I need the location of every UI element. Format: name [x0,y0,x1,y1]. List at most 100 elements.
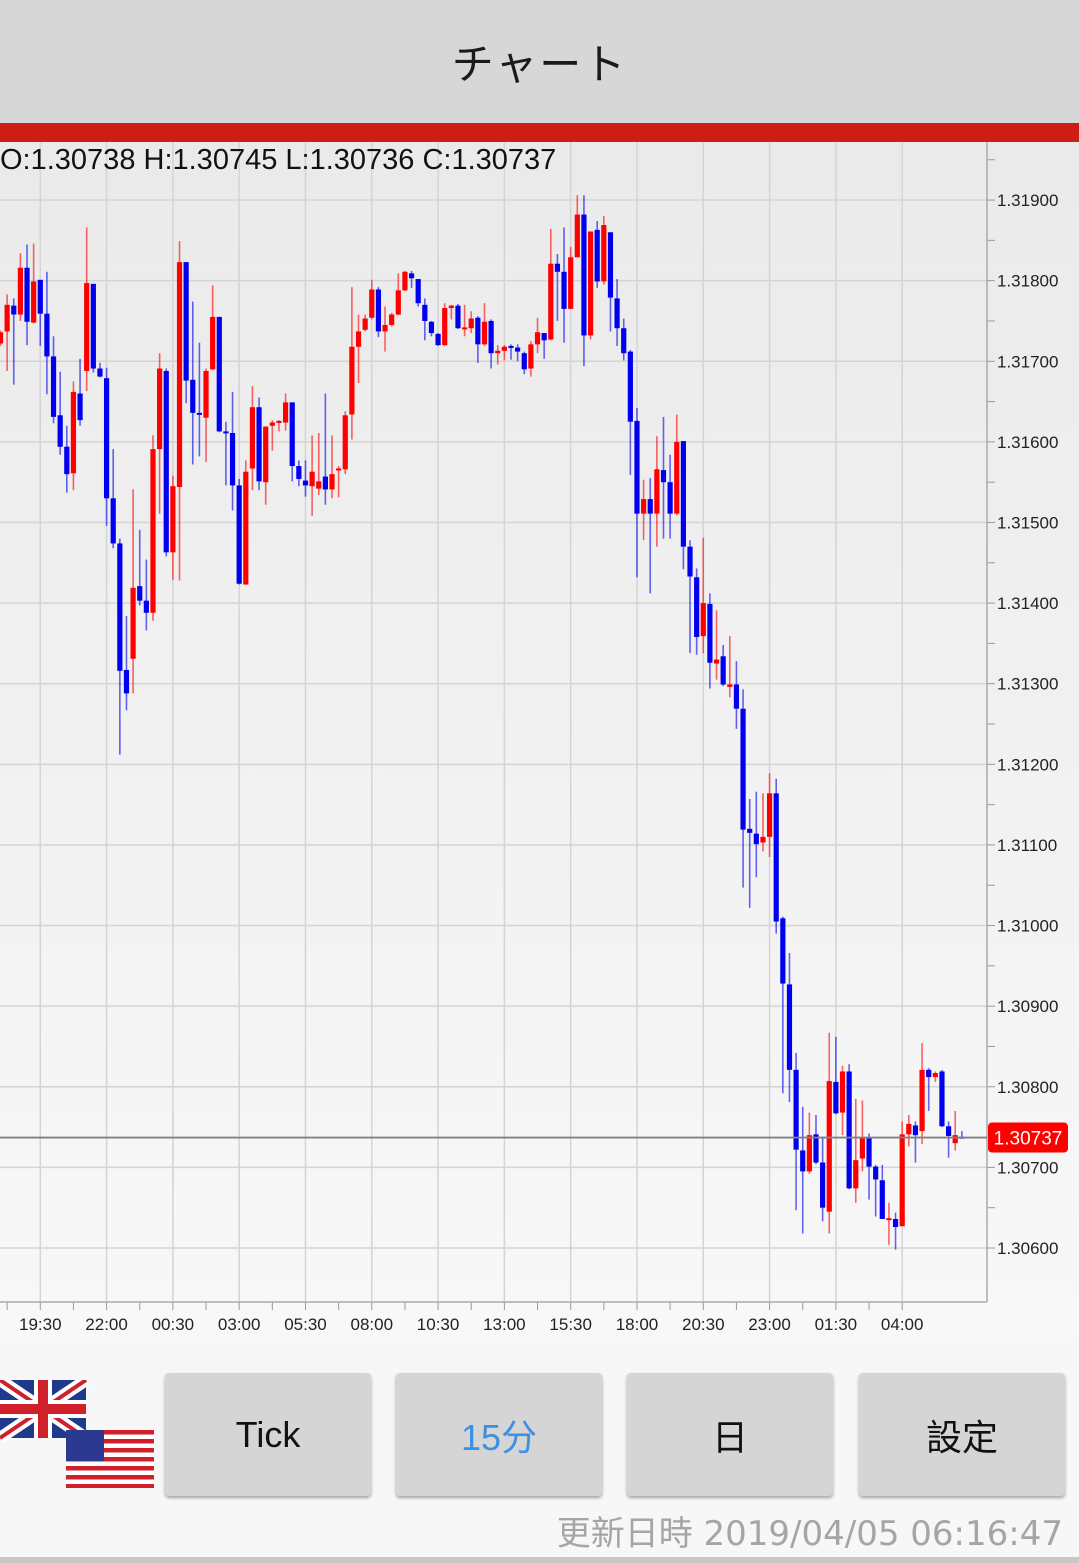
button-label: 15分 [460,1416,538,1458]
candle-body [170,486,176,553]
candle-body [70,391,77,474]
candle-body [594,229,600,282]
candle-body [926,1069,932,1078]
candle-body [309,471,315,487]
candle-body [601,225,607,282]
candle-body [786,984,793,1070]
candle-body [720,656,726,685]
candle-body [110,498,116,544]
candle-body [382,324,388,332]
candle-body [859,1138,865,1159]
candle-body [97,368,103,377]
x-tick-label: 22:00 [85,1315,128,1334]
candle-body [515,347,521,352]
candle-body [912,1125,919,1136]
candle-body [236,485,242,584]
button-label: 設定 [925,1416,998,1458]
candle-body [528,344,534,369]
candle-body [4,304,10,332]
candle-body [952,1135,958,1144]
candle-body [448,305,454,309]
candle-body [667,482,673,514]
candle-body [276,420,282,423]
15min-button[interactable]: 15分 [396,1373,602,1496]
candle-body [793,1069,799,1150]
y-tick-label: 1.31000 [997,917,1058,936]
button-label: Tick [235,1413,301,1455]
candle-body [680,441,686,547]
us-flag-icon [66,1430,154,1488]
candle-body [415,279,421,304]
candle-body [932,1073,938,1078]
candle-body [906,1123,912,1135]
candle-body [44,313,50,357]
y-tick-label: 1.31500 [997,513,1058,532]
candle-body [442,308,448,346]
candle-body [766,793,773,837]
currency-pair-icon[interactable] [0,1375,160,1490]
candle-body [800,1150,806,1172]
candle-body [574,214,580,258]
x-tick-label: 01:30 [815,1315,858,1334]
uk-flag-icon [0,1375,90,1443]
candle-body [143,600,149,613]
candle-body [541,333,547,341]
candle-body [84,283,90,371]
candle-body [196,412,202,415]
accent-bar [0,123,1079,142]
candle-body [336,468,342,471]
candle-body [329,474,335,490]
candle-body [229,433,236,486]
candle-body [117,543,123,671]
candle-body [316,481,322,489]
candle-body [282,402,289,423]
candle-body [249,407,256,469]
ohlc-readout: O:1.30738 H:1.30745 L:1.30736 C:1.30737 [0,144,557,176]
candle-body [846,1071,852,1189]
candle-body [660,470,667,483]
current-price-tag [988,1122,1068,1153]
candlestick-chart[interactable]: 1.31900 1.31800 1.31700 1.31600 1.31500 1.314… [0,142,1079,1342]
y-tick-label: 1.31200 [997,755,1058,774]
x-tick-label: 19:30 [19,1315,62,1334]
candle-body [945,1126,952,1136]
x-tick-label: 04:00 [881,1315,924,1334]
candle-body [713,659,720,664]
y-tick-label: 1.30800 [997,1078,1058,1097]
tick-button[interactable]: Tick [165,1373,371,1496]
candle-body [707,603,713,663]
x-tick-label: 00:30 [152,1315,195,1334]
y-tick-label: 1.31900 [997,191,1058,210]
candle-body [879,1180,885,1219]
chart-canvas[interactable]: 1.31900 1.31800 1.31700 1.31600 1.31500 1.314… [0,142,1079,1342]
settings-button[interactable]: 設定 [859,1373,1065,1496]
candle-body [389,314,395,325]
candle-body [481,321,488,345]
candle-body [362,318,368,330]
candle-body [163,370,169,553]
candle-body [813,1134,819,1163]
candle-body [508,345,514,348]
candle-body [176,262,183,488]
daily-button[interactable]: 日 [627,1373,833,1496]
candle-body [780,918,786,984]
candle-body [11,305,17,315]
candle-body [654,469,660,514]
y-tick-label: 1.31100 [997,836,1057,855]
candle-body [302,480,309,486]
y-tick-label: 1.30600 [997,1239,1058,1258]
candle-body [17,267,23,315]
candle-body [123,670,130,694]
candle-body [866,1138,872,1167]
candle-body [369,289,375,318]
candle-body [216,316,222,432]
page-title: チャート [451,40,628,89]
candle-body [733,684,740,709]
y-tick-label: 1.31400 [997,594,1058,613]
candle-body [462,327,468,330]
y-tick-label: 1.30900 [997,997,1058,1016]
candle-body [50,356,57,417]
candle-body [839,1071,846,1113]
last-updated: 更新日時 2019/04/05 06:16:47 [556,1514,1063,1554]
candle-body [263,426,269,483]
